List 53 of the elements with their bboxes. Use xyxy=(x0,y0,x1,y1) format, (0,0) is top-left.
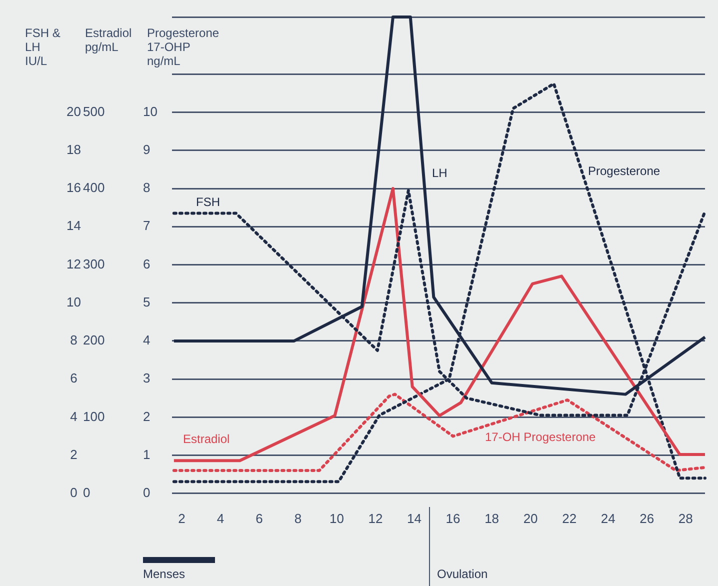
y3-tick-label: 14 xyxy=(66,218,82,234)
x-tick-label: 4 xyxy=(216,510,224,526)
y-tick-label: 7 xyxy=(143,218,150,234)
y3-tick-label: 20 xyxy=(66,104,82,119)
x-tick-label: 6 xyxy=(256,510,263,526)
y2-tick-label: 200 xyxy=(83,332,105,348)
x-tick-label: 28 xyxy=(678,510,693,526)
text: Menses xyxy=(143,567,186,581)
x-tick-label: 22 xyxy=(562,510,577,526)
y-tick-label: 9 xyxy=(143,142,150,157)
x-tick-label: 24 xyxy=(600,510,616,526)
y3-tick-label: 8 xyxy=(70,332,78,348)
y-tick-label: 8 xyxy=(143,180,150,196)
x-tick-label: 12 xyxy=(368,510,383,526)
x-tick-label: 20 xyxy=(523,510,538,526)
y3-tick-label: 16 xyxy=(66,180,82,196)
y-tick-label: 2 xyxy=(143,408,150,424)
y-tick-label: 5 xyxy=(143,294,150,310)
y-tick-label: 0 xyxy=(143,484,150,500)
y3-tick-label: 6 xyxy=(70,370,78,386)
x-tick-label: 16 xyxy=(446,510,460,526)
y2-tick-label: 100 xyxy=(83,408,105,424)
x-tick-label: 26 xyxy=(640,510,654,526)
y3-tick-label: 0 xyxy=(70,484,78,500)
series-label: Estradiol xyxy=(183,432,230,446)
y3-tick-label: 4 xyxy=(70,408,78,424)
x-tick-label: 14 xyxy=(407,510,422,526)
x-tick-label: 2 xyxy=(178,510,186,526)
series-label: FSH xyxy=(196,195,220,209)
x-tick-label: 18 xyxy=(484,510,500,526)
y3-axis-title: FSH & LH IU/L xyxy=(25,26,60,68)
y3-tick-label: 10 xyxy=(66,294,82,310)
y2-tick-label: 300 xyxy=(83,256,105,272)
x-tick-label: 10 xyxy=(330,510,344,526)
y3-tick-label: 2 xyxy=(70,446,78,462)
y-tick-label: 6 xyxy=(143,256,150,272)
series-label: Progesterone xyxy=(588,164,660,178)
y-tick-label: 1 xyxy=(143,446,150,462)
y3-tick-label: 12 xyxy=(66,256,82,272)
series-label: 17-OH Progesterone xyxy=(485,430,596,444)
y2-tick-label: 500 xyxy=(83,104,105,119)
x-tick-label: 8 xyxy=(294,510,302,526)
text: Ovulation xyxy=(437,567,488,581)
y-tick-label: 3 xyxy=(143,370,150,386)
y-tick-label: 10 xyxy=(143,104,158,119)
y2-axis-title: Estradiol pg/mL xyxy=(85,26,132,54)
y3-tick-label: 18 xyxy=(66,142,82,157)
y2-tick-label: 0 xyxy=(83,484,90,500)
series-label: LH xyxy=(432,166,448,180)
y2-tick-label: 400 xyxy=(83,180,105,196)
y-axis-title: Progesterone 17-OHP ng/mL xyxy=(147,26,220,68)
line-series xyxy=(172,392,706,472)
y-tick-label: 4 xyxy=(143,332,150,348)
